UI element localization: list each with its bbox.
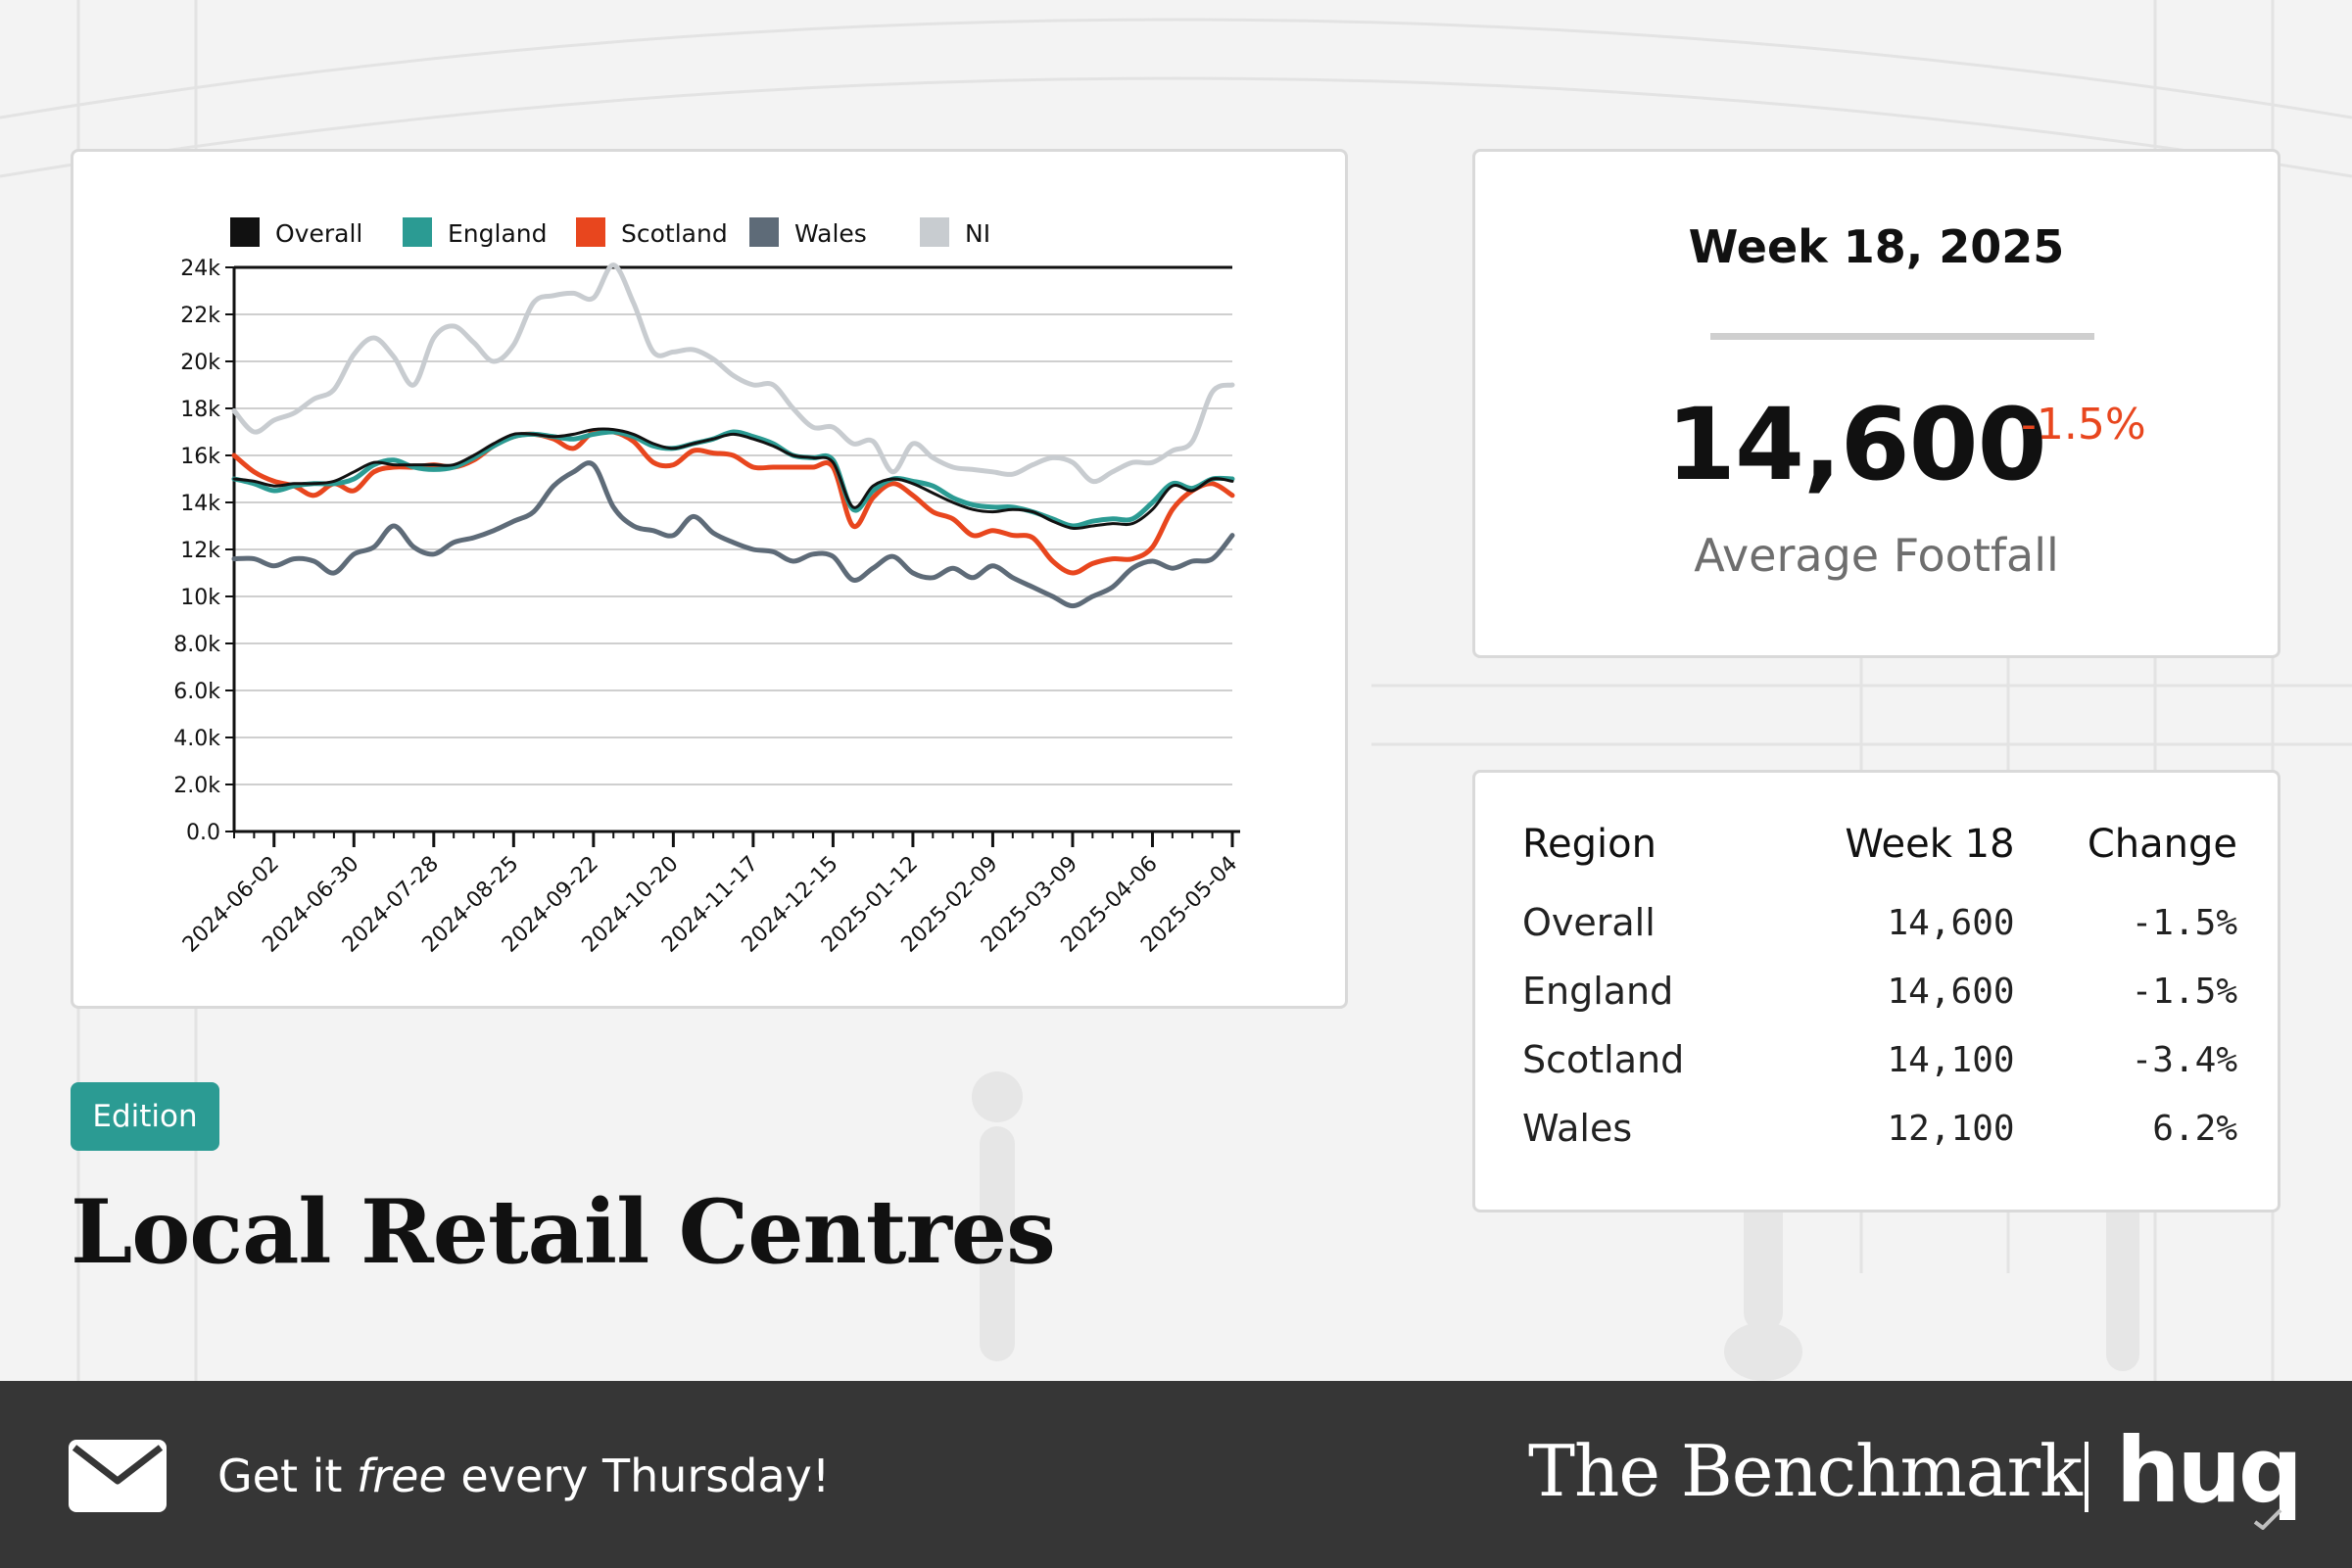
chart-legend: Overall England Scotland Wales NI (230, 217, 990, 248)
mail-icon (69, 1440, 167, 1512)
legend-label-overall: Overall (275, 219, 362, 248)
average-footfall-value: 14,600 (1666, 387, 2047, 503)
chart-gridlines (234, 265, 1240, 833)
column-header-region: Region (1522, 822, 1656, 867)
huq-logo[interactable]: huq (2116, 1418, 2303, 1523)
region-name: Scotland (1522, 1038, 1685, 1081)
week-value: 14,100 (1887, 1039, 2015, 1080)
footer-bar: Get it free every Thursday! The Benchmar… (0, 1381, 2352, 1568)
y-tick-label: 4.0k (173, 727, 220, 751)
series-line-overall (232, 427, 1234, 531)
region-name: England (1522, 970, 1674, 1013)
region-name: Overall (1522, 901, 1656, 944)
footfall-chart-card: Overall England Scotland Wales NI 0.0 2.0k 4.0… (71, 149, 1348, 1009)
y-tick-label: 24k (180, 257, 220, 281)
table-header-row: Region Week 18 Change (1522, 822, 2237, 888)
logo-tick-icon (2253, 1508, 2282, 1530)
region-name: Wales (1522, 1107, 1633, 1150)
legend-label-wales: Wales (794, 219, 867, 248)
week-value: 14,600 (1887, 902, 2015, 943)
edition-badge: Edition (71, 1082, 219, 1151)
x-axis: 2024-06-022024-06-302024-07-282024-08-25… (178, 832, 1242, 958)
y-tick-label: 6.0k (173, 680, 220, 704)
table-row: Scotland 14,100 -3.4% (1522, 1025, 2237, 1094)
legend-label-ni: NI (965, 219, 990, 248)
region-table: Region Week 18 Change Overall 14,600 -1.… (1522, 822, 2237, 1163)
y-tick-label: 16k (180, 445, 220, 469)
change-value: 6.2% (2152, 1108, 2237, 1149)
legend-swatch-overall (230, 217, 260, 247)
cta-suffix: every Thursday! (446, 1449, 831, 1502)
y-tick-label: 14k (180, 492, 220, 516)
legend-label-scotland: Scotland (621, 219, 728, 248)
change-value: -3.4% (2131, 1039, 2237, 1080)
region-table-card: Region Week 18 Change Overall 14,600 -1.… (1472, 770, 2280, 1212)
series-line-ni (231, 262, 1235, 485)
legend-swatch-scotland (576, 217, 605, 247)
column-header-week: Week 18 (1845, 822, 2015, 867)
y-tick-label: 22k (180, 304, 220, 328)
cta-emphasis: free (357, 1449, 447, 1502)
footfall-line-chart: Overall England Scotland Wales NI 0.0 2.0k 4.0… (173, 217, 1242, 958)
brand-separator (2085, 1442, 2088, 1512)
metric-label: Average Footfall (1694, 529, 2059, 582)
week-value: 14,600 (1887, 971, 2015, 1012)
y-tick-label: 12k (180, 539, 220, 563)
subscribe-cta[interactable]: Get it free every Thursday! (217, 1449, 830, 1502)
legend-swatch-ni (920, 217, 949, 247)
y-tick-label: 0.0 (186, 821, 220, 845)
table-row: Overall 14,600 -1.5% (1522, 888, 2237, 957)
legend-swatch-wales (749, 217, 779, 247)
divider (1710, 333, 2094, 340)
series-line-england (231, 429, 1235, 529)
column-header-change: Change (2087, 822, 2237, 867)
legend-swatch-england (403, 217, 432, 247)
brand-name: The Benchmark (1528, 1430, 2083, 1512)
y-tick-label: 8.0k (173, 633, 220, 657)
y-tick-label: 10k (180, 586, 220, 610)
y-tick-label: 18k (180, 398, 220, 422)
change-value: -1.5% (2131, 902, 2237, 943)
legend-label-england: England (448, 219, 548, 248)
series-line-wales (231, 460, 1235, 609)
table-row: Wales 12,100 6.2% (1522, 1094, 2237, 1163)
cta-prefix: Get it (217, 1449, 358, 1502)
y-tick-label: 2.0k (173, 774, 220, 798)
chart-series (231, 262, 1235, 609)
change-percentage: -1.5% (2021, 400, 2146, 450)
y-tick-label: 20k (180, 351, 220, 375)
summary-card: Week 18, 2025 14,600 -1.5% Average Footf… (1472, 149, 2280, 658)
table-row: England 14,600 -1.5% (1522, 957, 2237, 1025)
page-title: Local Retail Centres (71, 1180, 1056, 1284)
change-value: -1.5% (2131, 971, 2237, 1012)
y-axis: 0.0 2.0k 4.0k 6.0k 8.0k 10k 12k 14k 16k 18k 20k 22k… (173, 257, 236, 845)
week-value: 12,100 (1887, 1108, 2015, 1149)
week-label: Week 18, 2025 (1688, 220, 2065, 273)
series-line-scotland (231, 427, 1235, 576)
